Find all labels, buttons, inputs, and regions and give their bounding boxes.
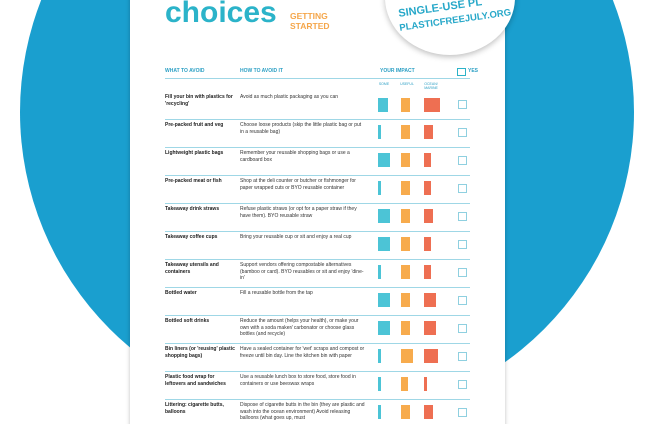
impact-bar <box>401 237 410 251</box>
avoid-item: Bin liners (or 'reusing' plastic shoppin… <box>165 346 235 359</box>
impact-bar <box>401 321 410 335</box>
avoid-item: Takeaway utensils and containers <box>165 262 219 275</box>
checkbox <box>458 324 467 333</box>
avoid-item: Littering: cigarette butts, balloons <box>165 402 224 415</box>
impact-bar <box>401 153 410 167</box>
checkbox <box>458 156 467 165</box>
impact-bar <box>378 153 390 167</box>
check-icon <box>457 68 466 76</box>
checkbox <box>458 268 467 277</box>
impact-bar <box>378 321 390 335</box>
divider <box>165 343 470 344</box>
impact-bar <box>378 237 390 251</box>
how-to-avoid: Avoid as much plastic packaging as you c… <box>240 94 339 100</box>
checkbox <box>458 380 467 389</box>
impact-bar <box>424 321 436 335</box>
impact-bar <box>424 153 431 167</box>
avoid-item: Lightweight plastic bags <box>165 150 224 156</box>
impact-level: SOME <box>378 82 390 86</box>
divider <box>165 203 470 204</box>
impact-bar <box>401 405 410 419</box>
impact-bar <box>401 125 410 139</box>
impact-bar <box>401 265 410 279</box>
avoid-item: Fill your bin with plastics for 'recycli… <box>165 94 233 107</box>
divider <box>165 371 470 372</box>
impact-bar <box>424 377 427 391</box>
impact-bar <box>424 237 431 251</box>
avoid-item: Takeaway drink straws <box>165 206 220 212</box>
impact-bar <box>424 349 438 363</box>
divider <box>165 175 470 176</box>
column-header: YES <box>468 68 479 74</box>
how-to-avoid: Dispose of cigarette butts in the bin (t… <box>240 402 365 421</box>
checkbox <box>458 296 467 305</box>
how-to-avoid: Have a sealed container for 'wet' scraps… <box>240 346 365 359</box>
how-to-avoid: Shop at the deli counter or butcher or f… <box>240 178 356 191</box>
divider <box>165 287 470 288</box>
impact-bar <box>401 377 408 391</box>
checkbox <box>458 212 467 221</box>
impact-bar <box>401 349 413 363</box>
impact-bar <box>378 349 381 363</box>
avoid-item: Plastic food wrap for leftovers and sand… <box>165 374 226 387</box>
divider <box>165 78 470 79</box>
impact-bar <box>424 98 440 112</box>
title: choices <box>165 0 277 29</box>
how-to-avoid: Fill a reusable bottle from the tap <box>240 290 313 296</box>
divider <box>165 119 470 120</box>
impact-bar <box>424 265 431 279</box>
avoid-item: Pre-packed meat or fish <box>165 178 222 184</box>
impact-bar <box>424 405 433 419</box>
impact-bar <box>378 265 381 279</box>
impact-bar <box>424 125 433 139</box>
impact-bar <box>424 209 433 223</box>
divider <box>165 147 470 148</box>
impact-bar <box>401 209 410 223</box>
how-to-avoid: Support vendors offering compostable alt… <box>240 262 364 281</box>
divider <box>165 259 470 260</box>
impact-bar <box>378 209 390 223</box>
checkbox <box>458 100 467 109</box>
avoid-item: Bottled water <box>165 290 197 296</box>
impact-bar <box>378 181 381 195</box>
impact-bar <box>424 181 431 195</box>
impact-bar <box>378 98 388 112</box>
how-to-avoid: Use a reusable lunch box to store food, … <box>240 374 356 387</box>
checkbox <box>458 128 467 137</box>
divider <box>165 315 470 316</box>
checkbox <box>458 352 467 361</box>
impact-bar <box>424 293 436 307</box>
avoid-item: Pre-packed fruit and veg <box>165 122 224 128</box>
checkbox <box>458 184 467 193</box>
impact-bar <box>401 181 410 195</box>
poster <box>130 0 505 424</box>
checkbox <box>458 240 467 249</box>
column-header: WHAT TO AVOID <box>165 68 205 74</box>
impact-bar <box>401 98 410 112</box>
impact-bar <box>378 377 381 391</box>
column-header: YOUR IMPACT <box>380 68 415 74</box>
column-header: HOW TO AVOID IT <box>240 68 283 74</box>
how-to-avoid: Remember your reusable shopping bags or … <box>240 150 350 163</box>
impact-level: USEFUL <box>400 82 414 86</box>
subtitle: GETTING STARTED <box>290 11 330 31</box>
divider <box>165 399 470 400</box>
impact-bar <box>378 293 390 307</box>
checkbox <box>458 408 467 417</box>
how-to-avoid: Bring your reusable cup or sit and enjoy… <box>240 234 352 240</box>
impact-bar <box>378 125 381 139</box>
how-to-avoid: Reduce the amount (helps your health), o… <box>240 318 359 337</box>
impact-level: OCEAN/ MARINE <box>424 82 438 90</box>
avoid-item: Bottled soft drinks <box>165 318 210 324</box>
how-to-avoid: Choose loose products (skip the little p… <box>240 122 362 135</box>
impact-bar <box>401 293 410 307</box>
how-to-avoid: Refuse plastic straws (or opt for a pape… <box>240 206 357 219</box>
divider <box>165 231 470 232</box>
avoid-item: Takeaway coffee cups <box>165 234 218 240</box>
impact-bar <box>378 405 381 419</box>
